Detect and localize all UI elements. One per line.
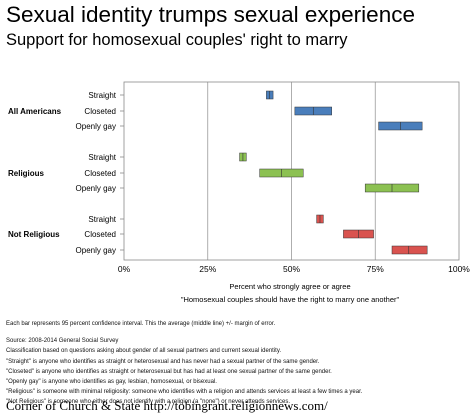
row-label: Straight xyxy=(88,153,116,162)
definition-note: "Religious" is someone with minimal reli… xyxy=(6,389,363,396)
group-label: All Americans xyxy=(8,107,62,116)
x-tick-labels: 0% 25% 50% 75% 100% xyxy=(118,264,470,274)
x-axis-label: Percent who strongly agree or agree xyxy=(229,282,350,291)
row-label: Openly gay xyxy=(76,122,116,131)
x-tick-label: 0% xyxy=(118,264,131,274)
row-label: Straight xyxy=(88,91,116,100)
definition-note: "Not Religious" is someone who either do… xyxy=(6,399,290,406)
category-labels: All Americans Straight Closeted Openly gay R… xyxy=(8,91,117,255)
source-note: Source: 2008-2014 General Social Survey xyxy=(6,338,119,345)
x-tick-label: 25% xyxy=(199,264,216,274)
group-label: Religious xyxy=(8,169,45,178)
chart-notes: Each bar represents 95 percent confidenc… xyxy=(6,319,468,408)
row-label: Closeted xyxy=(84,107,116,116)
x-axis-label-question: "Homosexual couples should have the righ… xyxy=(181,295,400,304)
x-tick-label: 75% xyxy=(367,264,384,274)
row-label: Straight xyxy=(88,215,116,224)
interval-bars xyxy=(239,90,428,255)
interval-chart: All Americans Straight Closeted Openly gay R… xyxy=(8,81,470,304)
definition-note: "Straight" is anyone who identifies as s… xyxy=(6,358,320,365)
row-label: Openly gay xyxy=(76,246,116,255)
x-tick-label: 100% xyxy=(448,264,470,274)
definition-note: "Openly gay" is anyone who identifies as… xyxy=(6,379,217,386)
plot-frame xyxy=(120,81,460,261)
chart-title: Sexual identity trumps sexual experience xyxy=(6,2,415,27)
group-label: Not Religious xyxy=(8,230,60,239)
row-label: Closeted xyxy=(84,230,116,239)
interval-bar xyxy=(391,245,428,255)
chart-subtitle: Support for homosexual couples' right to… xyxy=(6,31,348,49)
x-tick-label: 50% xyxy=(283,264,300,274)
footer-credit: Corner of Church & State http://tobingra… xyxy=(6,398,328,413)
row-label: Closeted xyxy=(84,169,116,178)
definition-note: Classification based on questions asking… xyxy=(6,348,282,355)
interval-note: Each bar represents 95 percent confidenc… xyxy=(6,321,276,327)
row-label: Openly gay xyxy=(76,184,116,193)
plot-border xyxy=(123,81,460,261)
definition-note: "Closeted" is anyone who identifies as s… xyxy=(6,368,332,375)
